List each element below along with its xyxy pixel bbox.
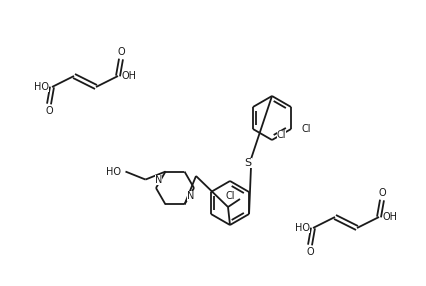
Text: Cl: Cl bbox=[225, 191, 234, 201]
Text: N: N bbox=[155, 174, 162, 184]
Text: HO: HO bbox=[34, 82, 49, 92]
Text: O: O bbox=[377, 188, 385, 198]
Text: O: O bbox=[305, 247, 313, 257]
Text: S: S bbox=[244, 158, 251, 168]
Text: HO: HO bbox=[106, 166, 121, 176]
Text: HO: HO bbox=[294, 223, 309, 233]
Text: OH: OH bbox=[382, 212, 397, 222]
Text: OH: OH bbox=[122, 71, 137, 81]
Text: O: O bbox=[117, 47, 124, 57]
Text: Cl: Cl bbox=[276, 130, 286, 140]
Text: Cl: Cl bbox=[300, 124, 310, 134]
Text: N: N bbox=[187, 191, 194, 201]
Text: O: O bbox=[45, 106, 53, 116]
